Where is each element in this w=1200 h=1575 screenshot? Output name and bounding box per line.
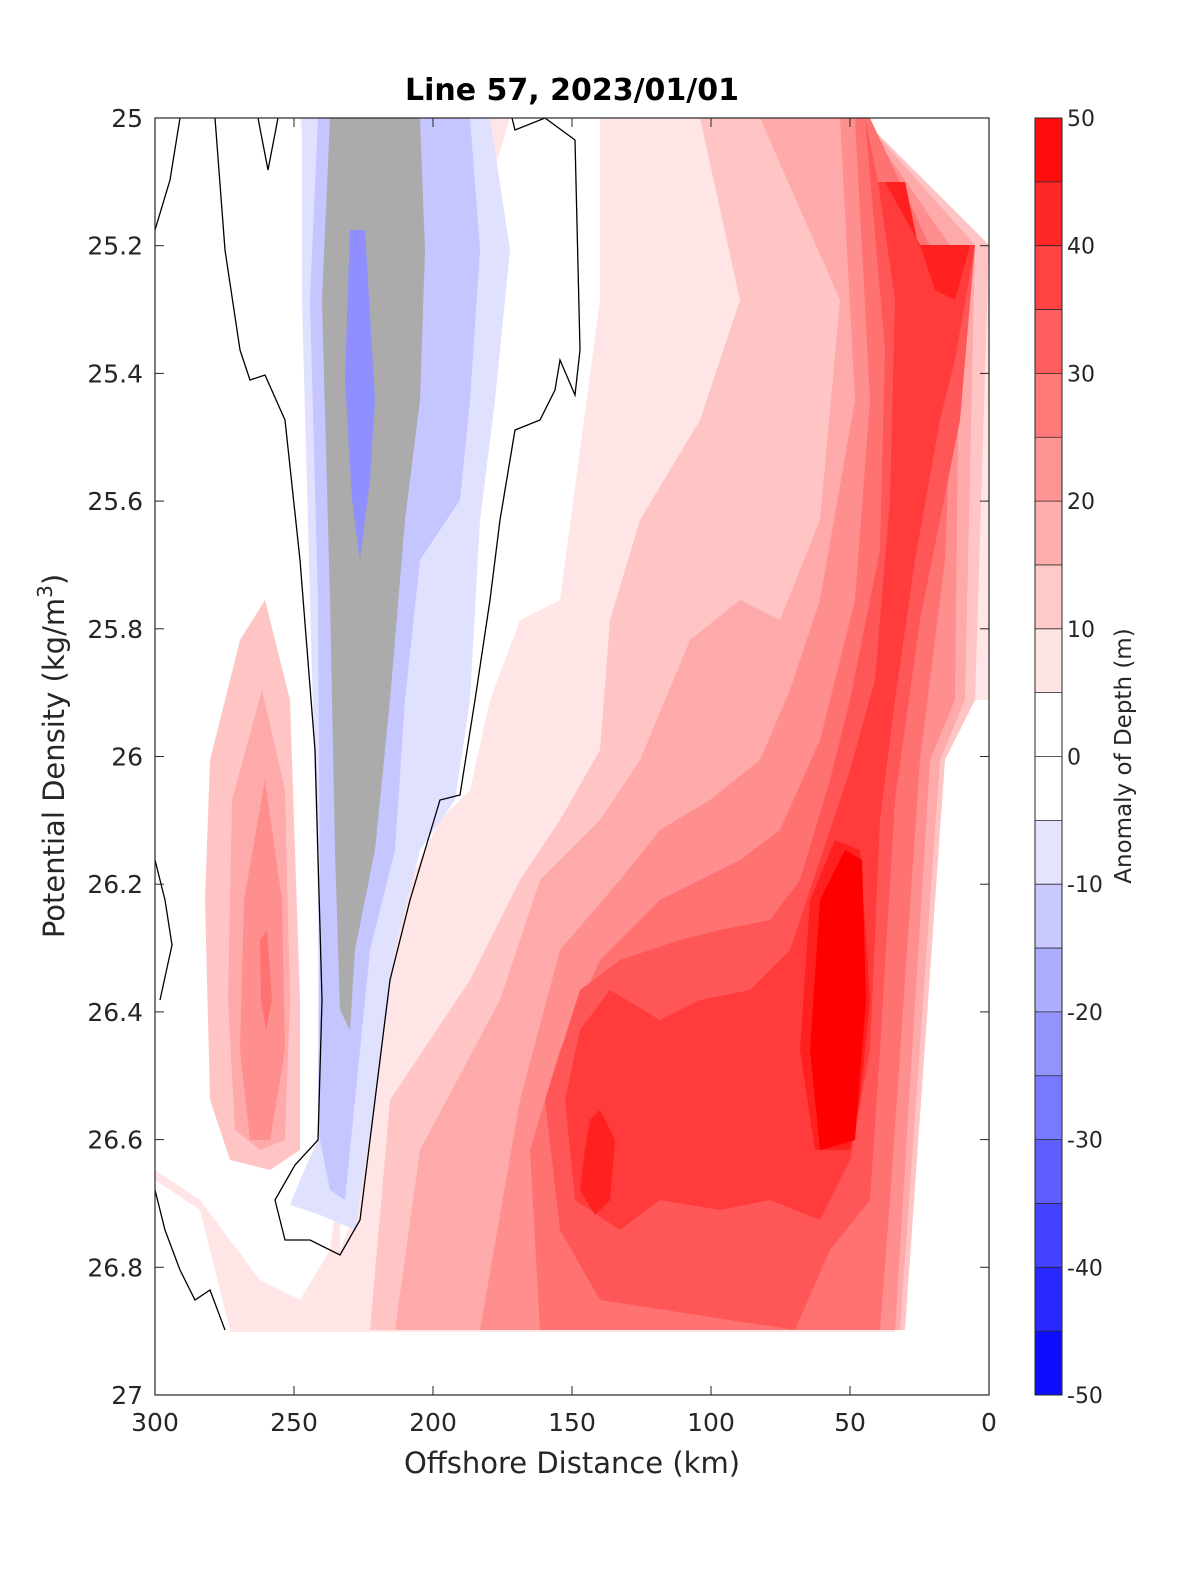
y-tick-label: 26 <box>111 743 143 772</box>
colorbar: -50 -40 -30 -20 -10 0 10 20 30 40 50 <box>1034 107 1103 1409</box>
colorbar-segment <box>1035 118 1062 182</box>
zero-contour-2 <box>214 118 581 1256</box>
y-tick-label: 25.6 <box>87 487 143 516</box>
x-tick-label: 0 <box>981 1408 997 1437</box>
colorbar-tick-label: -20 <box>1067 1001 1103 1026</box>
colorbar-segment <box>1035 1267 1062 1332</box>
colorbar-segment <box>1035 245 1062 310</box>
zero-contour-3 <box>257 118 279 171</box>
y-tick-label: 26.8 <box>87 1253 143 1282</box>
colorbar-tick-label: -10 <box>1067 873 1103 898</box>
colorbar-frame <box>1034 117 1063 1396</box>
colorbar-label: Anomaly of Depth (m) <box>1111 628 1137 883</box>
x-tick-label: 150 <box>548 1408 596 1437</box>
y-tick-label: 25 <box>111 104 143 133</box>
x-tick-label: 200 <box>409 1408 457 1437</box>
y-tick-label: 25.8 <box>87 615 143 644</box>
colorbar-segment <box>1035 1075 1062 1140</box>
colorbar-segment <box>1035 1203 1062 1268</box>
y-axis-label-end: ) <box>37 574 71 585</box>
x-axis: 300 250 200 150 100 50 0 <box>131 118 997 1437</box>
y-tick-label: 26.4 <box>87 998 143 1027</box>
colorbar-segment <box>1035 181 1062 246</box>
x-tick-label: 250 <box>270 1408 318 1437</box>
colorbar-segment <box>1035 820 1062 885</box>
x-tick-label: 50 <box>834 1408 866 1437</box>
zero-contour-4 <box>155 859 173 1001</box>
colorbar-segment <box>1035 692 1062 757</box>
y-tick-label: 26.6 <box>87 1126 143 1155</box>
contour-fill-missing-se <box>895 700 989 1332</box>
y-axis-label-sup: 3 <box>33 585 57 598</box>
contour-fill-pos-25-west <box>260 930 272 1030</box>
colorbar-tick-label: 30 <box>1067 362 1095 387</box>
colorbar-segment <box>1035 884 1062 949</box>
colorbar-tick-label: 20 <box>1067 490 1095 515</box>
y-tick-label: 25.2 <box>87 232 143 261</box>
y-tick-label: 25.4 <box>87 359 143 388</box>
colorbar-tick-label: 10 <box>1067 618 1095 643</box>
colorbar-tick-label: 50 <box>1067 107 1095 132</box>
colorbar-segment <box>1035 309 1062 374</box>
colorbar-segment <box>1035 373 1062 438</box>
zero-contour-1 <box>155 118 181 231</box>
colorbar-tick-label: 0 <box>1067 746 1081 771</box>
colorbar-segment <box>1035 1331 1062 1395</box>
contour-fill-pos-45-east <box>810 850 866 1150</box>
plot-area <box>154 117 990 1396</box>
y-axis-label: Potential Density (kg/m3) <box>33 574 71 938</box>
colorbar-tick-label: -30 <box>1067 1129 1103 1154</box>
zero-contour-lines <box>155 118 581 1331</box>
colorbar-tick-label: -50 <box>1067 1384 1103 1409</box>
colorbar-segment <box>1035 1139 1062 1204</box>
y-tick-label: 27 <box>111 1381 143 1410</box>
zero-contour-5 <box>155 1189 226 1331</box>
contour-fill-zero-nwcorner <box>185 118 300 510</box>
contour-fill-missing-bottom <box>155 1332 989 1395</box>
x-axis-label: Offshore Distance (km) <box>404 1446 740 1480</box>
colorbar-segment <box>1035 437 1062 502</box>
y-tick-label: 26.2 <box>87 870 143 899</box>
x-tick-label: 100 <box>687 1408 735 1437</box>
y-axis-label-main: Potential Density (kg/m <box>37 598 71 938</box>
chart-title: Line 57, 2023/01/01 <box>405 73 739 108</box>
y-axis: 25 25.2 25.4 25.6 25.8 26 26.2 26.4 26.6 26.8 27 <box>87 104 989 1410</box>
colorbar-segment <box>1035 756 1062 821</box>
colorbar-tick-label: -40 <box>1067 1256 1103 1281</box>
colorbar-segment <box>1035 948 1062 1012</box>
colorbar-segment <box>1035 628 1062 693</box>
colorbar-segment <box>1035 501 1062 565</box>
colorbar-segment <box>1035 564 1062 629</box>
colorbar-tick-label: 40 <box>1067 235 1095 260</box>
contour-fill-pos-35-east <box>565 182 975 1230</box>
contour-fill-neg-20 <box>345 230 375 560</box>
x-tick-label: 300 <box>131 1408 179 1437</box>
colorbar-segment <box>1035 1011 1062 1076</box>
